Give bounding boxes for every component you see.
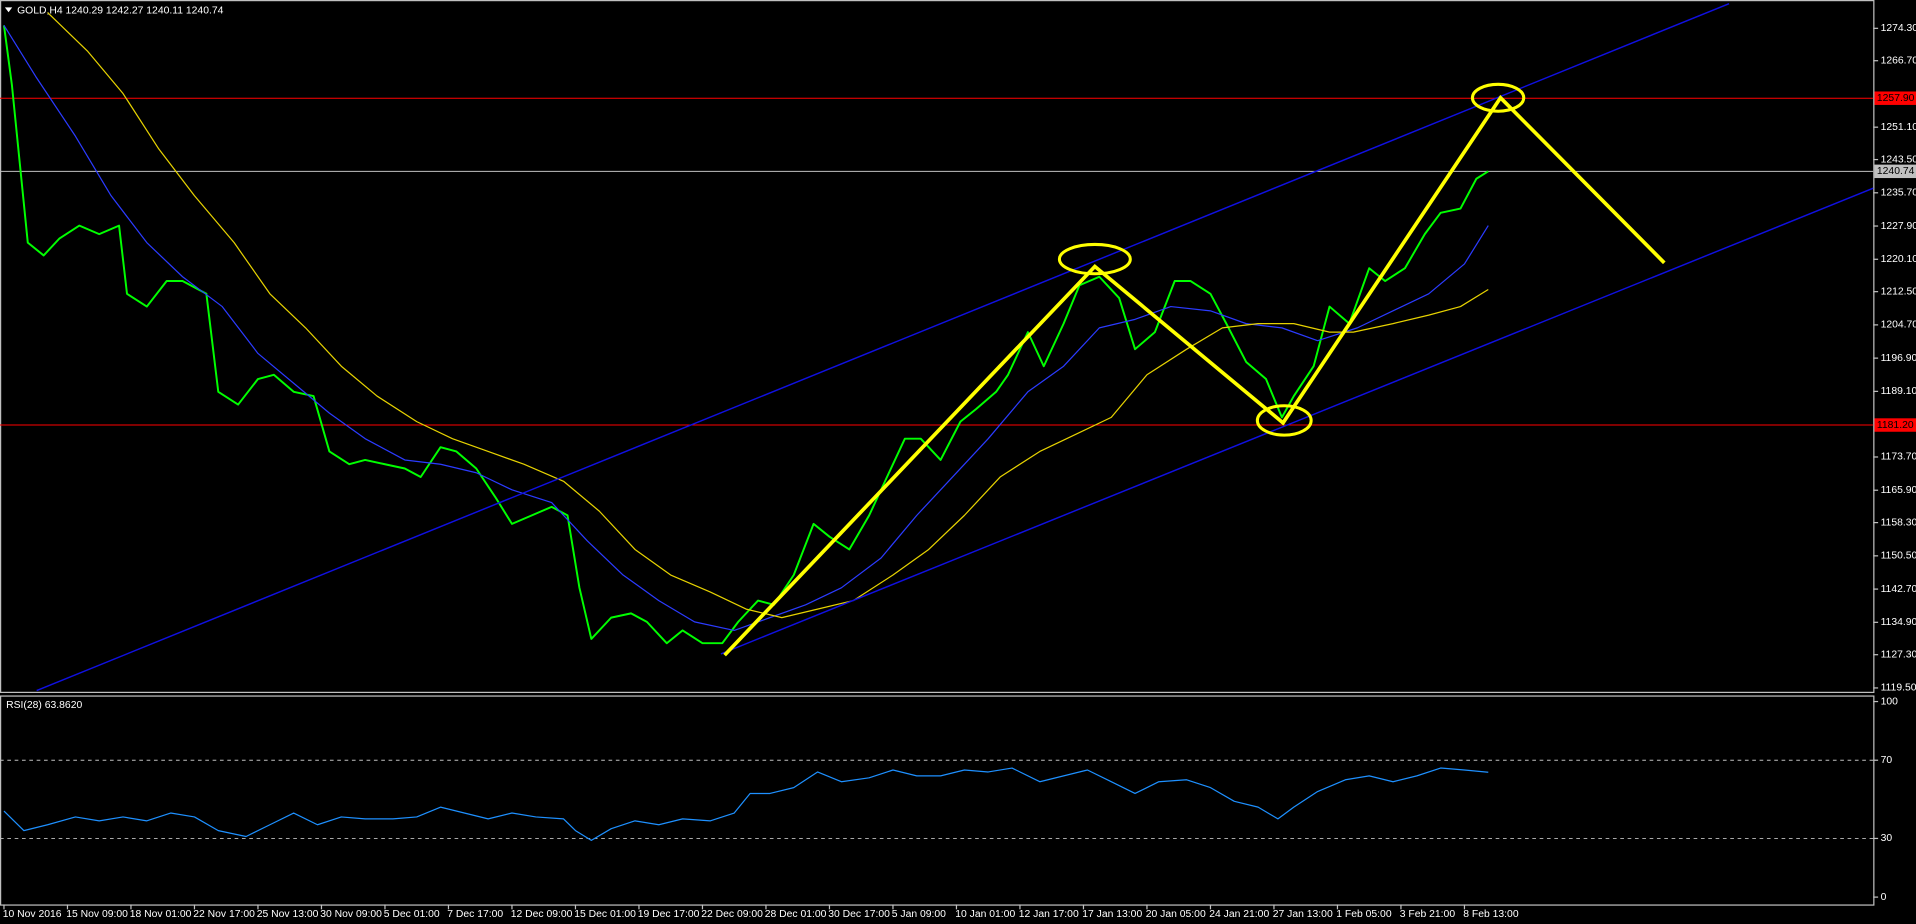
highlight-ellipse (1255, 404, 1313, 437)
series-line (3, 767, 1489, 842)
y-tick-label: 1220.10 (1881, 254, 1916, 265)
series-line (47, 12, 1489, 619)
y-tick-label: 30 (1881, 833, 1893, 844)
y-tick-label: 1204.70 (1881, 320, 1916, 331)
level-label-box (1874, 164, 1916, 179)
y-tick-label: 1127.30 (1881, 649, 1916, 660)
x-tick-label: 18 Nov 01:00 (130, 909, 192, 920)
y-tick-label: 1212.50 (1881, 286, 1916, 297)
x-tick-label: 20 Jan 05:00 (1146, 909, 1206, 920)
y-tick-label: 70 (1881, 755, 1893, 766)
level-label: 1240.74 (1877, 166, 1915, 177)
channel-line (720, 187, 1874, 655)
x-tick-label: 8 Feb 13:00 (1463, 909, 1519, 920)
highlight-ellipse (1057, 242, 1132, 276)
level-label-box (1874, 418, 1916, 432)
y-tick-label: 1189.10 (1881, 386, 1916, 397)
x-tick-label: 17 Jan 13:00 (1082, 909, 1142, 920)
x-tick-label: 15 Nov 09:00 (66, 909, 128, 920)
menu-arrow[interactable] (4, 7, 13, 13)
x-tick-label: 5 Jan 09:00 (892, 909, 946, 920)
pattern-zigzag (723, 94, 1666, 657)
x-tick-label: 28 Dec 01:00 (765, 909, 827, 920)
x-tick-label: 7 Dec 17:00 (447, 909, 503, 920)
y-tick-label: 1134.90 (1881, 617, 1916, 628)
x-tick-label: 27 Jan 13:00 (1273, 909, 1333, 920)
x-tick-label: 10 Nov 2016 (3, 909, 62, 920)
x-tick-label: 24 Jan 21:00 (1209, 909, 1269, 920)
x-tick-label: 30 Dec 17:00 (828, 909, 890, 920)
y-tick-label: 1173.70 (1881, 452, 1916, 463)
y-tick-label: 1266.70 (1881, 55, 1916, 66)
y-tick-label: 1119.50 (1881, 683, 1916, 694)
x-tick-label: 22 Dec 09:00 (701, 909, 763, 920)
y-tick-label: 1274.30 (1881, 23, 1916, 34)
x-tick-label: 25 Nov 13:00 (257, 909, 319, 920)
x-tick-label: 15 Dec 01:00 (574, 909, 636, 920)
y-tick-label: 1227.90 (1881, 221, 1916, 232)
y-tick-label: 100 (1881, 696, 1899, 707)
series-line (3, 25, 1489, 645)
y-tick-label: 1158.30 (1881, 517, 1916, 528)
level-label: 1257.90 (1877, 93, 1915, 104)
y-tick-label: 0 (1881, 892, 1887, 903)
x-tick-label: 22 Nov 17:00 (193, 909, 255, 920)
x-tick-label: 10 Jan 01:00 (955, 909, 1015, 920)
y-tick-label: 1196.90 (1881, 353, 1916, 364)
x-tick-label: 12 Jan 17:00 (1019, 909, 1079, 920)
x-tick-label: 5 Dec 01:00 (384, 909, 440, 920)
level-label-box (1874, 91, 1916, 105)
pane-title: GOLD,H4 1240.29 1242.27 1240.11 1240.74 (17, 6, 224, 17)
rsi-pane-frame (0, 695, 1875, 906)
x-tick-label: 30 Nov 09:00 (320, 909, 382, 920)
main-pane-frame (0, 0, 1875, 693)
x-tick-label: 1 Feb 05:00 (1336, 909, 1392, 920)
x-tick-label: 3 Feb 21:00 (1400, 909, 1456, 920)
pane-title: RSI(28) 63.8620 (6, 700, 82, 711)
x-tick-label: 12 Dec 09:00 (511, 909, 573, 920)
y-tick-label: 1235.70 (1881, 188, 1916, 199)
y-tick-label: 1251.10 (1881, 122, 1916, 133)
y-tick-label: 1165.90 (1881, 485, 1916, 496)
y-tick-label: 1243.50 (1881, 154, 1916, 165)
x-tick-label: 19 Dec 17:00 (638, 909, 700, 920)
drawing-objects (36, 2, 1874, 692)
highlight-ellipse (1470, 82, 1526, 113)
y-tick-label: 1142.70 (1881, 584, 1916, 595)
level-label: 1181.20 (1877, 420, 1914, 431)
channel-line (36, 2, 1730, 692)
y-tick-label: 1150.50 (1881, 551, 1916, 562)
